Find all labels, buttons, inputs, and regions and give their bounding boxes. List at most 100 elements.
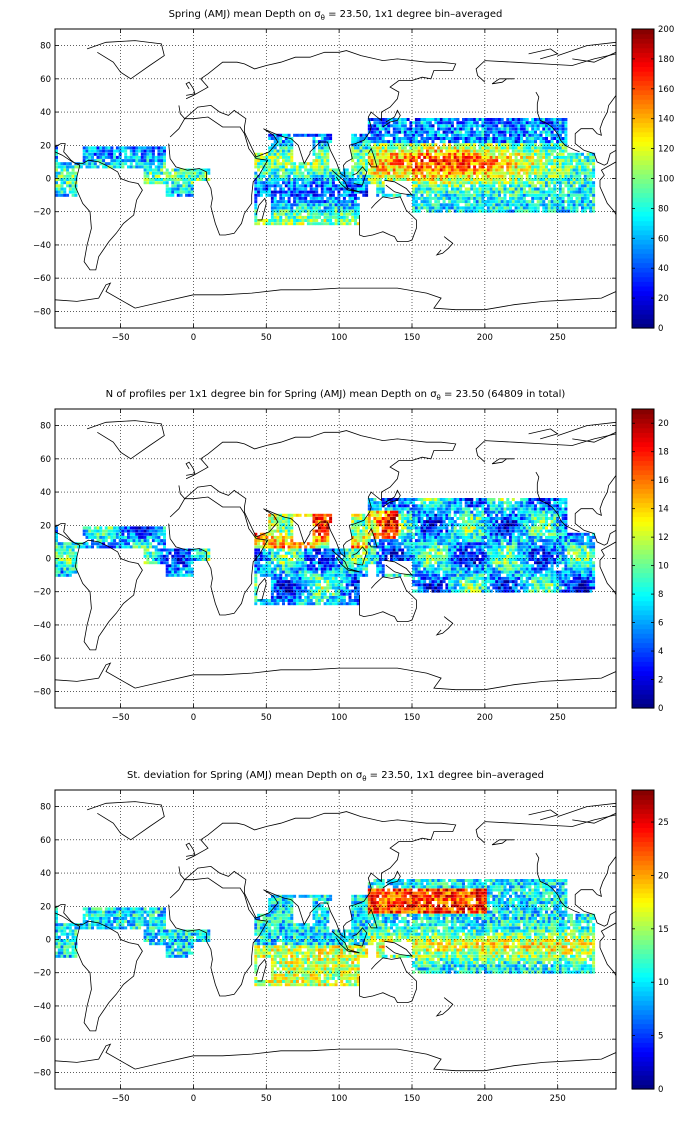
bin-cell	[434, 159, 438, 163]
bin-cell	[570, 152, 573, 156]
bin-cell	[442, 130, 446, 134]
bin-cell	[392, 118, 396, 121]
bin-cell	[492, 178, 496, 181]
bin-cell	[434, 206, 438, 210]
bin-cell	[520, 155, 524, 159]
bin-cell	[270, 561, 274, 565]
bin-cell	[146, 181, 150, 185]
bin-cell	[185, 561, 189, 565]
bin-cell	[351, 149, 355, 153]
bin-cell	[522, 149, 526, 153]
bin-cell	[63, 567, 67, 571]
bin-cell	[561, 200, 565, 204]
bin-cell	[542, 171, 546, 175]
bin-cell	[259, 554, 263, 558]
bin-cell	[160, 178, 164, 181]
bin-cell	[265, 219, 269, 222]
bin-cell	[354, 149, 357, 153]
bin-cell	[201, 178, 205, 181]
bin-cell	[326, 539, 330, 543]
bin-cell	[384, 174, 388, 178]
bin-cell	[462, 146, 465, 150]
bin-cell	[592, 187, 596, 191]
bin-cell	[378, 133, 382, 137]
bin-cell	[528, 190, 532, 194]
bin-cell	[528, 162, 532, 166]
bin-cell	[60, 554, 64, 558]
bin-cell	[578, 155, 582, 159]
bin-cell	[151, 545, 155, 549]
bin-cell	[121, 149, 125, 153]
bin-cell	[66, 171, 70, 175]
bin-cell	[312, 162, 316, 166]
bin-cell	[356, 159, 360, 163]
bin-cell	[367, 558, 371, 561]
bin-cell	[193, 554, 197, 558]
bin-cell	[143, 162, 147, 166]
bin-cell	[365, 554, 369, 558]
bin-cell	[282, 592, 285, 596]
bin-cell	[456, 149, 460, 153]
bin-cell	[323, 602, 327, 606]
bin-cell	[174, 174, 177, 178]
bin-cell	[298, 554, 302, 558]
bin-cell	[448, 146, 452, 150]
bin-cell	[470, 168, 474, 172]
bin-cell	[450, 159, 454, 163]
bin-cell	[586, 162, 590, 166]
bin-cell	[409, 124, 413, 128]
bin-cell	[412, 203, 416, 207]
bin-cell	[462, 133, 465, 137]
bin-cell	[174, 190, 177, 194]
bin-cell	[545, 178, 548, 181]
bin-cell	[187, 570, 191, 574]
bin-cell	[265, 222, 269, 226]
bin-cell	[157, 554, 161, 558]
bin-cell	[176, 184, 180, 188]
bin-cell	[55, 193, 58, 197]
bin-cell	[473, 152, 477, 156]
bin-cell	[412, 190, 416, 194]
bin-cell	[268, 165, 272, 169]
bin-cell	[373, 507, 377, 511]
bin-cell	[254, 159, 258, 163]
bin-cell	[401, 152, 405, 156]
bin-cell	[146, 168, 150, 172]
bin-cell	[154, 561, 158, 565]
bin-cell	[287, 178, 291, 181]
bin-cell	[542, 190, 546, 194]
bin-cell	[71, 561, 75, 565]
bin-cell	[298, 190, 302, 194]
bin-cell	[564, 181, 568, 185]
bin-cell	[318, 599, 321, 602]
bin-cell	[531, 149, 535, 153]
bin-cell	[259, 152, 263, 156]
bin-cell	[290, 532, 294, 536]
bin-cell	[486, 121, 490, 125]
bin-cell	[270, 595, 274, 599]
bin-cell	[448, 184, 452, 188]
bin-cell	[262, 187, 266, 191]
bin-cell	[304, 602, 308, 606]
bin-cell	[414, 133, 418, 137]
bin-cell	[182, 190, 186, 194]
bin-cell	[384, 498, 388, 501]
bin-cell	[276, 539, 280, 543]
bin-cell	[113, 155, 117, 159]
bin-cell	[340, 602, 344, 606]
bin-cell	[545, 171, 548, 175]
bin-cell	[340, 548, 344, 552]
bin-cell	[334, 171, 338, 175]
bin-cell	[417, 146, 421, 150]
bin-cell	[558, 171, 562, 175]
bin-cell	[439, 127, 443, 131]
bin-cell	[315, 196, 319, 200]
bin-cell	[445, 118, 449, 121]
bin-cell	[456, 171, 460, 175]
bin-cell	[539, 121, 543, 125]
bin-cell	[500, 190, 504, 194]
bin-cell	[522, 127, 526, 131]
bin-cell	[511, 196, 515, 200]
bin-cell	[517, 206, 521, 210]
bin-cell	[257, 599, 261, 602]
